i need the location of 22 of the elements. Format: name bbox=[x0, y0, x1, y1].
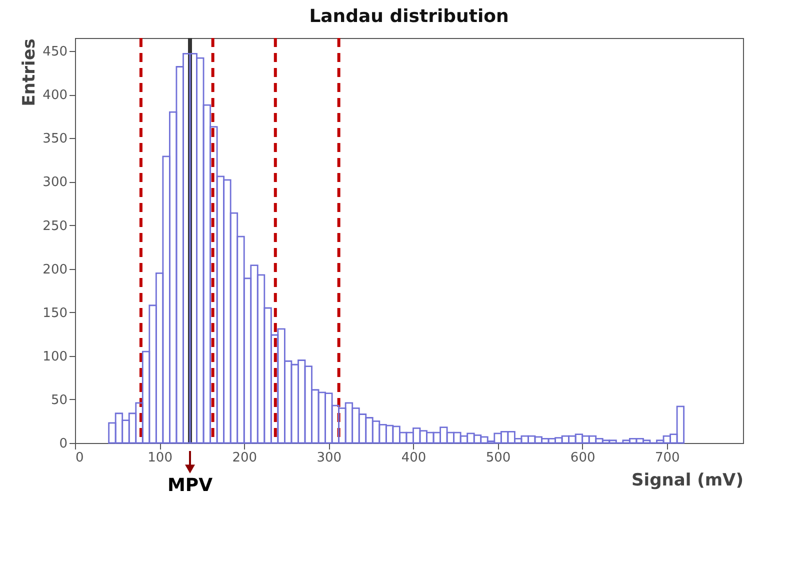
y-axis-title: Entries bbox=[20, 38, 40, 106]
chart-title: Landau distribution bbox=[309, 6, 509, 27]
x-tick-label: 300 bbox=[316, 450, 342, 466]
y-tick-label: 400 bbox=[42, 88, 68, 104]
ref-line-label: MPV bbox=[167, 475, 213, 496]
y-tick-label: 300 bbox=[42, 175, 68, 190]
x-tick-label: 0 bbox=[76, 450, 84, 466]
y-tick-label: 150 bbox=[42, 306, 68, 321]
x-tick-label: 100 bbox=[148, 450, 172, 466]
x-tick-label: 500 bbox=[486, 450, 511, 466]
y-tick-label: 0 bbox=[59, 436, 68, 452]
x-tick-label: 200 bbox=[232, 450, 258, 466]
y-tick-label: 350 bbox=[42, 132, 68, 147]
y-tick-label: 250 bbox=[42, 218, 68, 234]
y-tick-label: 100 bbox=[42, 349, 68, 364]
y-tick-label: 50 bbox=[50, 392, 68, 408]
y-tick-label: 450 bbox=[42, 44, 68, 60]
x-axis-title: Signal (mV) bbox=[632, 470, 744, 490]
x-tick-label: 700 bbox=[654, 450, 680, 466]
y-tick-label: 200 bbox=[42, 262, 68, 278]
x-tick-label: 400 bbox=[401, 450, 426, 466]
x-tick-label: 600 bbox=[570, 450, 596, 466]
